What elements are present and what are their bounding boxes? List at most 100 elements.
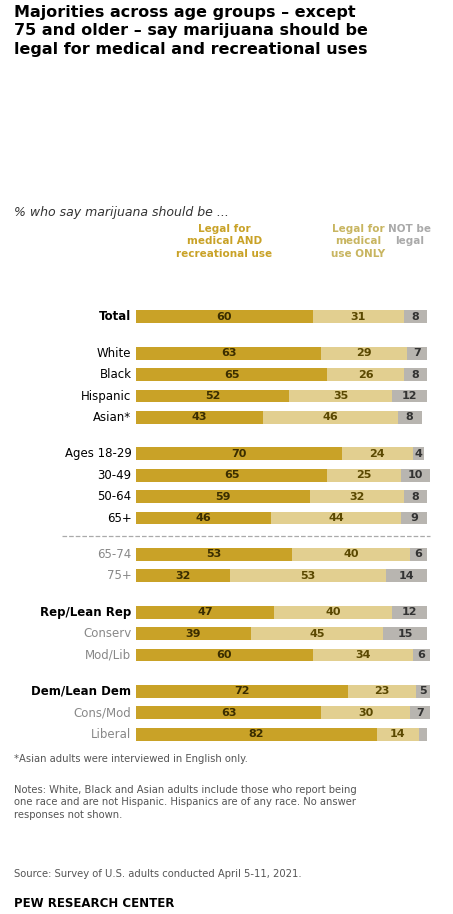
Text: NOT be
legal: NOT be legal [388,224,431,247]
Text: 72: 72 [234,686,250,696]
Text: Conserv: Conserv [83,627,131,640]
Text: 65+: 65+ [107,512,131,525]
Text: Liberal: Liberal [91,728,131,740]
Text: 12: 12 [402,391,418,401]
Text: 43: 43 [192,412,207,422]
Text: Ages 18-29: Ages 18-29 [65,447,131,461]
Text: Notes: White, Black and Asian adults include those who report being
one race and: Notes: White, Black and Asian adults inc… [14,785,357,820]
Bar [342,448,413,461]
Text: 5: 5 [419,686,427,696]
Bar [386,569,427,582]
Bar [136,490,310,503]
Text: White: White [97,346,131,360]
Text: 52: 52 [205,391,220,401]
Text: 70: 70 [231,449,246,459]
Bar [136,548,292,561]
Text: 75+: 75+ [107,569,131,582]
Text: 25: 25 [357,471,372,480]
Text: 65: 65 [224,369,239,379]
Text: 8: 8 [406,412,414,422]
Bar [398,411,421,424]
Text: 31: 31 [351,312,366,322]
Bar [321,707,410,719]
Bar [289,389,392,402]
Bar [136,728,377,740]
Text: Asian*: Asian* [93,411,131,424]
Text: 6: 6 [418,650,425,660]
Text: 26: 26 [358,369,373,379]
Bar [413,649,430,662]
Text: 39: 39 [186,629,201,639]
Bar [292,548,410,561]
Bar [136,627,251,640]
Bar [401,512,427,525]
Bar [136,649,313,662]
Bar [413,448,424,461]
Text: 44: 44 [328,513,344,523]
Bar [136,707,321,719]
Text: 63: 63 [221,707,236,717]
Text: Source: Survey of U.S. adults conducted April 5-11, 2021.: Source: Survey of U.S. adults conducted … [14,869,301,879]
Text: Legal for
medical AND
recreational use: Legal for medical AND recreational use [176,224,272,259]
Text: 53: 53 [300,571,316,580]
Bar [410,707,430,719]
Bar [136,606,274,619]
Text: Dem/Lean Dem: Dem/Lean Dem [31,685,131,698]
Text: 8: 8 [412,492,419,502]
Bar [251,627,383,640]
Text: Cons/Mod: Cons/Mod [74,707,131,719]
Bar [392,606,427,619]
Bar [136,512,271,525]
Text: 32: 32 [349,492,364,502]
Text: 30-49: 30-49 [97,469,131,482]
Text: 10: 10 [408,471,423,480]
Bar [407,346,427,360]
Text: 9: 9 [410,513,418,523]
Text: *Asian adults were interviewed in English only.: *Asian adults were interviewed in Englis… [14,754,247,764]
Bar [136,389,289,402]
Text: Majorities across age groups – except
75 and older – say marijuana should be
leg: Majorities across age groups – except 75… [14,5,367,57]
Bar [404,311,427,324]
Text: % who say marijuana should be ...: % who say marijuana should be ... [14,206,228,218]
Text: Black: Black [100,368,131,381]
Bar [313,649,413,662]
Bar [310,490,404,503]
Bar [136,469,327,482]
Bar [274,606,392,619]
Bar [419,728,427,740]
Bar [383,627,427,640]
Bar [392,389,427,402]
Text: 40: 40 [343,549,359,559]
Bar [136,311,313,324]
Text: 14: 14 [390,729,406,739]
Bar [136,448,342,461]
Bar [410,548,427,561]
Bar [313,311,404,324]
Text: 46: 46 [323,412,338,422]
Text: 15: 15 [398,629,413,639]
Text: 50-64: 50-64 [97,490,131,504]
Bar [348,685,415,697]
Text: Rep/Lean Rep: Rep/Lean Rep [40,606,131,619]
Text: 35: 35 [333,391,348,401]
Bar [404,490,427,503]
Text: 53: 53 [206,549,222,559]
Text: Legal for
medical
use ONLY: Legal for medical use ONLY [331,224,385,259]
Text: 47: 47 [198,607,213,617]
Bar [327,368,404,381]
Text: 12: 12 [402,607,418,617]
Bar [262,411,398,424]
Text: 59: 59 [215,492,231,502]
Bar [401,469,430,482]
Text: 7: 7 [413,348,421,358]
Text: 23: 23 [374,686,390,696]
Bar [321,346,407,360]
Text: 24: 24 [370,449,385,459]
Text: 60: 60 [217,650,232,660]
Text: 30: 30 [358,707,373,717]
Text: 46: 46 [196,513,212,523]
Text: Hispanic: Hispanic [81,389,131,402]
Text: 82: 82 [249,729,265,739]
Text: Mod/Lib: Mod/Lib [85,649,131,662]
Text: 6: 6 [414,549,423,559]
